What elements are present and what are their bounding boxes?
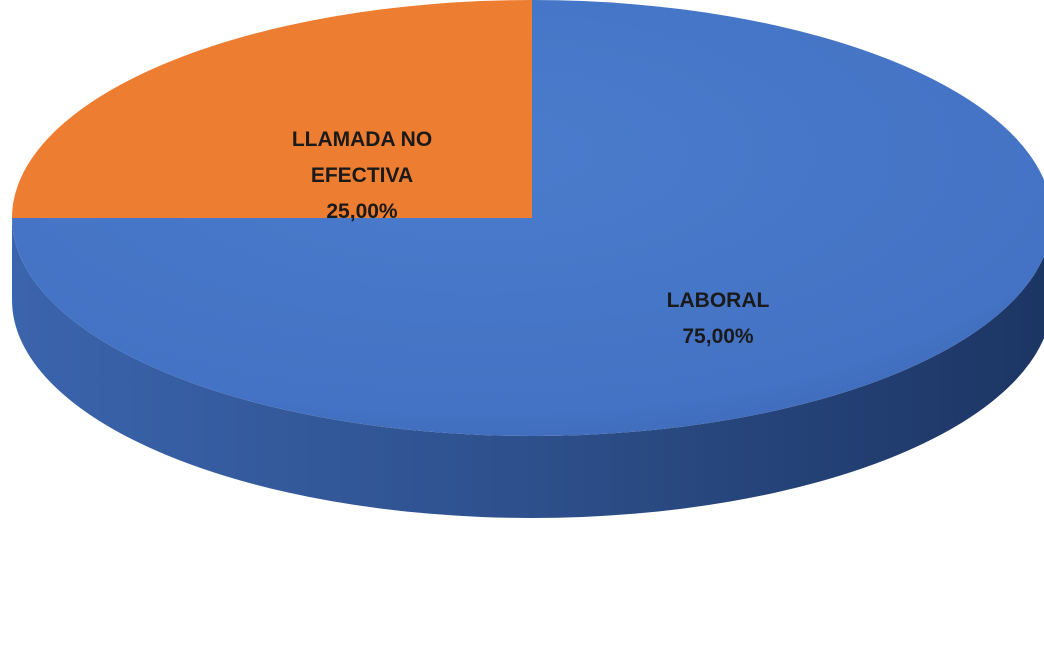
pie-slice [12,0,1044,436]
slice-label-llamada-no-efectiva: LLAMADA NO EFECTIVA 25,00% [292,128,432,223]
slice-label-line: LLAMADA NO [292,128,432,151]
pie-slice [12,0,532,218]
slice-value-label: 25,00% [326,200,398,223]
pie-slices [12,0,1044,436]
slice-value-label: 75,00% [682,325,754,348]
slice-label-line: EFECTIVA [311,164,413,187]
pie-side-wall [12,218,1044,518]
slice-label-line: LABORAL [667,289,770,312]
slice-label-laboral: LABORAL 75,00% [667,289,770,348]
